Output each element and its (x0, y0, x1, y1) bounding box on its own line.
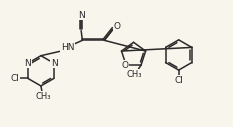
Text: N: N (24, 59, 31, 68)
Text: O: O (121, 61, 128, 70)
Text: Cl: Cl (174, 76, 183, 85)
Text: HN: HN (61, 43, 75, 52)
Text: N: N (78, 11, 85, 20)
Text: Cl: Cl (11, 74, 20, 83)
Text: CH₃: CH₃ (127, 70, 142, 79)
Text: N: N (51, 59, 57, 68)
Text: CH₃: CH₃ (36, 92, 51, 101)
Text: O: O (113, 22, 120, 31)
